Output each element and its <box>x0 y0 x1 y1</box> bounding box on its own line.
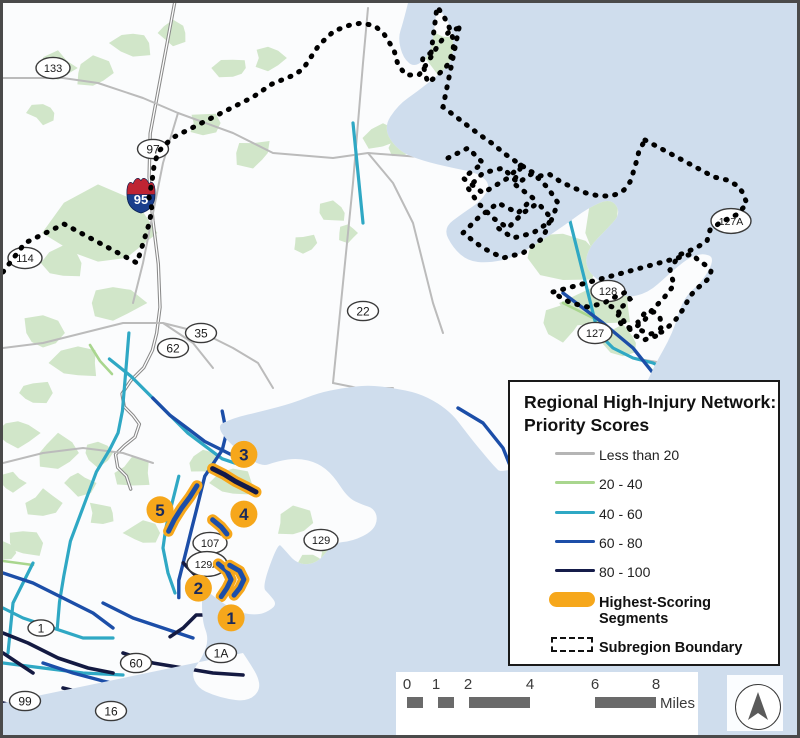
svg-text:127: 127 <box>586 328 604 340</box>
svg-text:133: 133 <box>44 63 62 75</box>
svg-text:95: 95 <box>134 192 148 207</box>
svg-text:3: 3 <box>239 445 248 464</box>
svg-text:16: 16 <box>104 704 118 718</box>
svg-text:1A: 1A <box>214 646 229 660</box>
svg-text:99: 99 <box>18 694 32 708</box>
svg-text:107: 107 <box>201 538 219 550</box>
svg-text:60: 60 <box>129 656 143 670</box>
svg-text:5: 5 <box>155 501 164 520</box>
svg-text:127A: 127A <box>719 216 744 228</box>
svg-text:114: 114 <box>16 253 34 265</box>
svg-text:1: 1 <box>38 621 45 635</box>
svg-text:22: 22 <box>356 304 370 318</box>
svg-text:129: 129 <box>312 535 330 547</box>
svg-text:35: 35 <box>194 326 208 340</box>
svg-text:62: 62 <box>166 341 180 355</box>
svg-text:1: 1 <box>226 609 235 628</box>
svg-text:2: 2 <box>194 579 203 598</box>
svg-text:4: 4 <box>239 505 249 524</box>
